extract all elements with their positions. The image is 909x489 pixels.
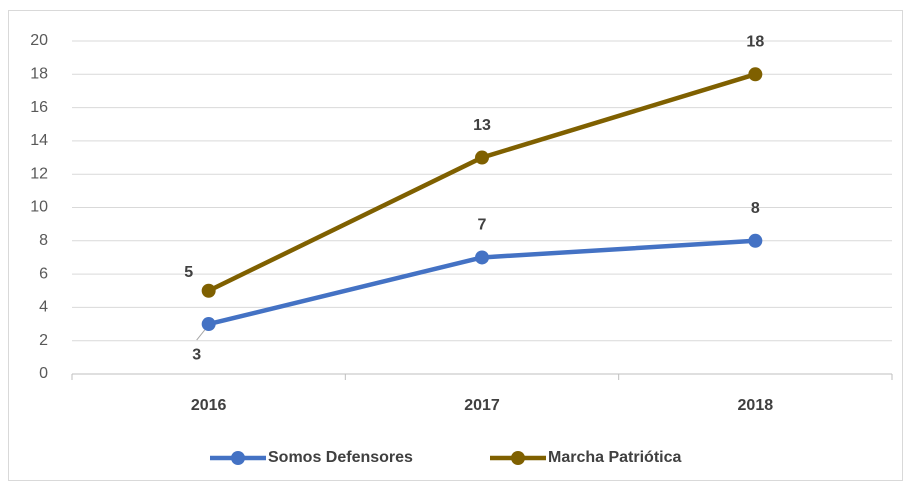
legend-label: Marcha Patriótica: [548, 449, 681, 466]
y-tick-label: 6: [39, 265, 48, 282]
point: [475, 250, 489, 265]
y-tick-label: 8: [39, 232, 48, 249]
data-label: 8: [751, 200, 760, 217]
data-label: 13: [473, 117, 491, 134]
x-tick-label: 2018: [738, 397, 774, 414]
legend-label: Somos Defensores: [268, 449, 413, 466]
y-tick-label: 14: [30, 132, 48, 149]
data-label: 7: [478, 217, 487, 234]
y-tick-label: 18: [30, 66, 48, 83]
point: [201, 317, 216, 332]
legend-marker: [231, 451, 245, 465]
y-tick-label: 4: [39, 299, 48, 316]
y-tick-label: 10: [30, 199, 48, 216]
data-label: 5: [184, 264, 193, 281]
y-tick-label: 2: [39, 332, 48, 349]
point: [748, 67, 763, 82]
point: [748, 233, 763, 248]
data-label: 18: [746, 34, 764, 51]
point: [201, 283, 216, 298]
y-tick-label: 20: [30, 32, 48, 49]
y-tick-label: 12: [30, 165, 48, 182]
x-tick-label: 2016: [191, 397, 227, 414]
point: [475, 150, 489, 165]
data-label: 3: [192, 346, 201, 363]
leader-line: [196, 329, 206, 341]
y-tick-label: 0: [39, 365, 48, 382]
legend-marker: [511, 451, 525, 465]
y-tick-label: 16: [30, 99, 48, 116]
x-tick-label: 2017: [464, 397, 500, 414]
